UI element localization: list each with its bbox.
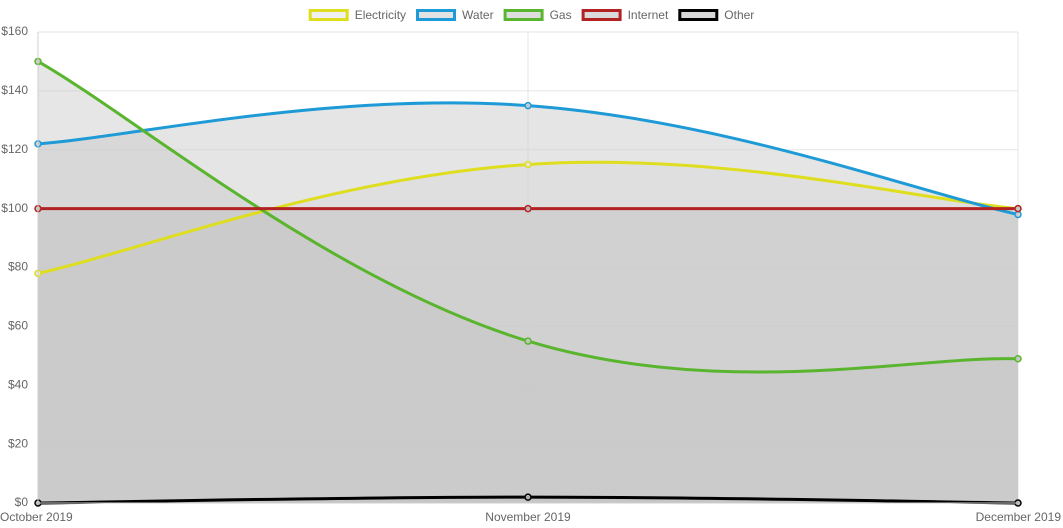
x-tick-label: October 2019 bbox=[0, 510, 73, 524]
y-tick-label: $40 bbox=[8, 377, 28, 391]
legend-label: Water bbox=[462, 8, 494, 22]
legend-label: Electricity bbox=[355, 8, 406, 22]
data-point-electricity[interactable] bbox=[524, 160, 532, 169]
series-area-gas bbox=[38, 61, 1018, 503]
legend-swatch bbox=[416, 9, 457, 21]
legend-item-other[interactable]: Other bbox=[678, 8, 755, 22]
legend-item-internet[interactable]: Internet bbox=[581, 8, 669, 22]
series-area-internet bbox=[38, 208, 1018, 503]
legend[interactable]: Electricity Water Gas Internet Other bbox=[308, 8, 755, 22]
x-tick-label: November 2019 bbox=[485, 510, 571, 524]
legend-swatch bbox=[581, 9, 622, 21]
x-tick-label: December 2019 bbox=[976, 510, 1062, 524]
legend-swatch bbox=[678, 9, 719, 21]
y-tick-label: $140 bbox=[1, 83, 28, 97]
series-area-water bbox=[38, 102, 1018, 504]
y-tick-label: $100 bbox=[1, 201, 28, 215]
legend-item-gas[interactable]: Gas bbox=[503, 8, 572, 22]
legend-label: Internet bbox=[628, 8, 669, 22]
data-point-gas[interactable] bbox=[524, 337, 532, 345]
y-tick-label: $0 bbox=[15, 495, 29, 509]
y-tick-label: $80 bbox=[8, 260, 28, 274]
legend-item-water[interactable]: Water bbox=[416, 8, 494, 22]
legend-label: Gas bbox=[550, 8, 572, 22]
data-point-gas[interactable] bbox=[1014, 355, 1022, 363]
data-point-internet[interactable] bbox=[524, 204, 532, 213]
data-point-other[interactable] bbox=[524, 493, 532, 501]
legend-label: Other bbox=[724, 8, 754, 22]
y-tick-label: $160 bbox=[1, 24, 28, 38]
legend-swatch bbox=[503, 9, 544, 21]
y-tick-label: $20 bbox=[8, 436, 28, 450]
data-point-water[interactable] bbox=[1014, 210, 1022, 219]
legend-item-electricity[interactable]: Electricity bbox=[308, 8, 406, 22]
data-point-internet[interactable] bbox=[1014, 204, 1022, 213]
data-point-water[interactable] bbox=[524, 101, 532, 110]
series-areas bbox=[38, 61, 1018, 504]
axes: $0 $20 $40 $60 $80 $100 $120 $140 $160 October 20… bbox=[0, 24, 1061, 524]
y-tick-label: $120 bbox=[1, 142, 28, 156]
y-tick-label: $60 bbox=[8, 319, 28, 333]
legend-swatch bbox=[308, 9, 349, 21]
